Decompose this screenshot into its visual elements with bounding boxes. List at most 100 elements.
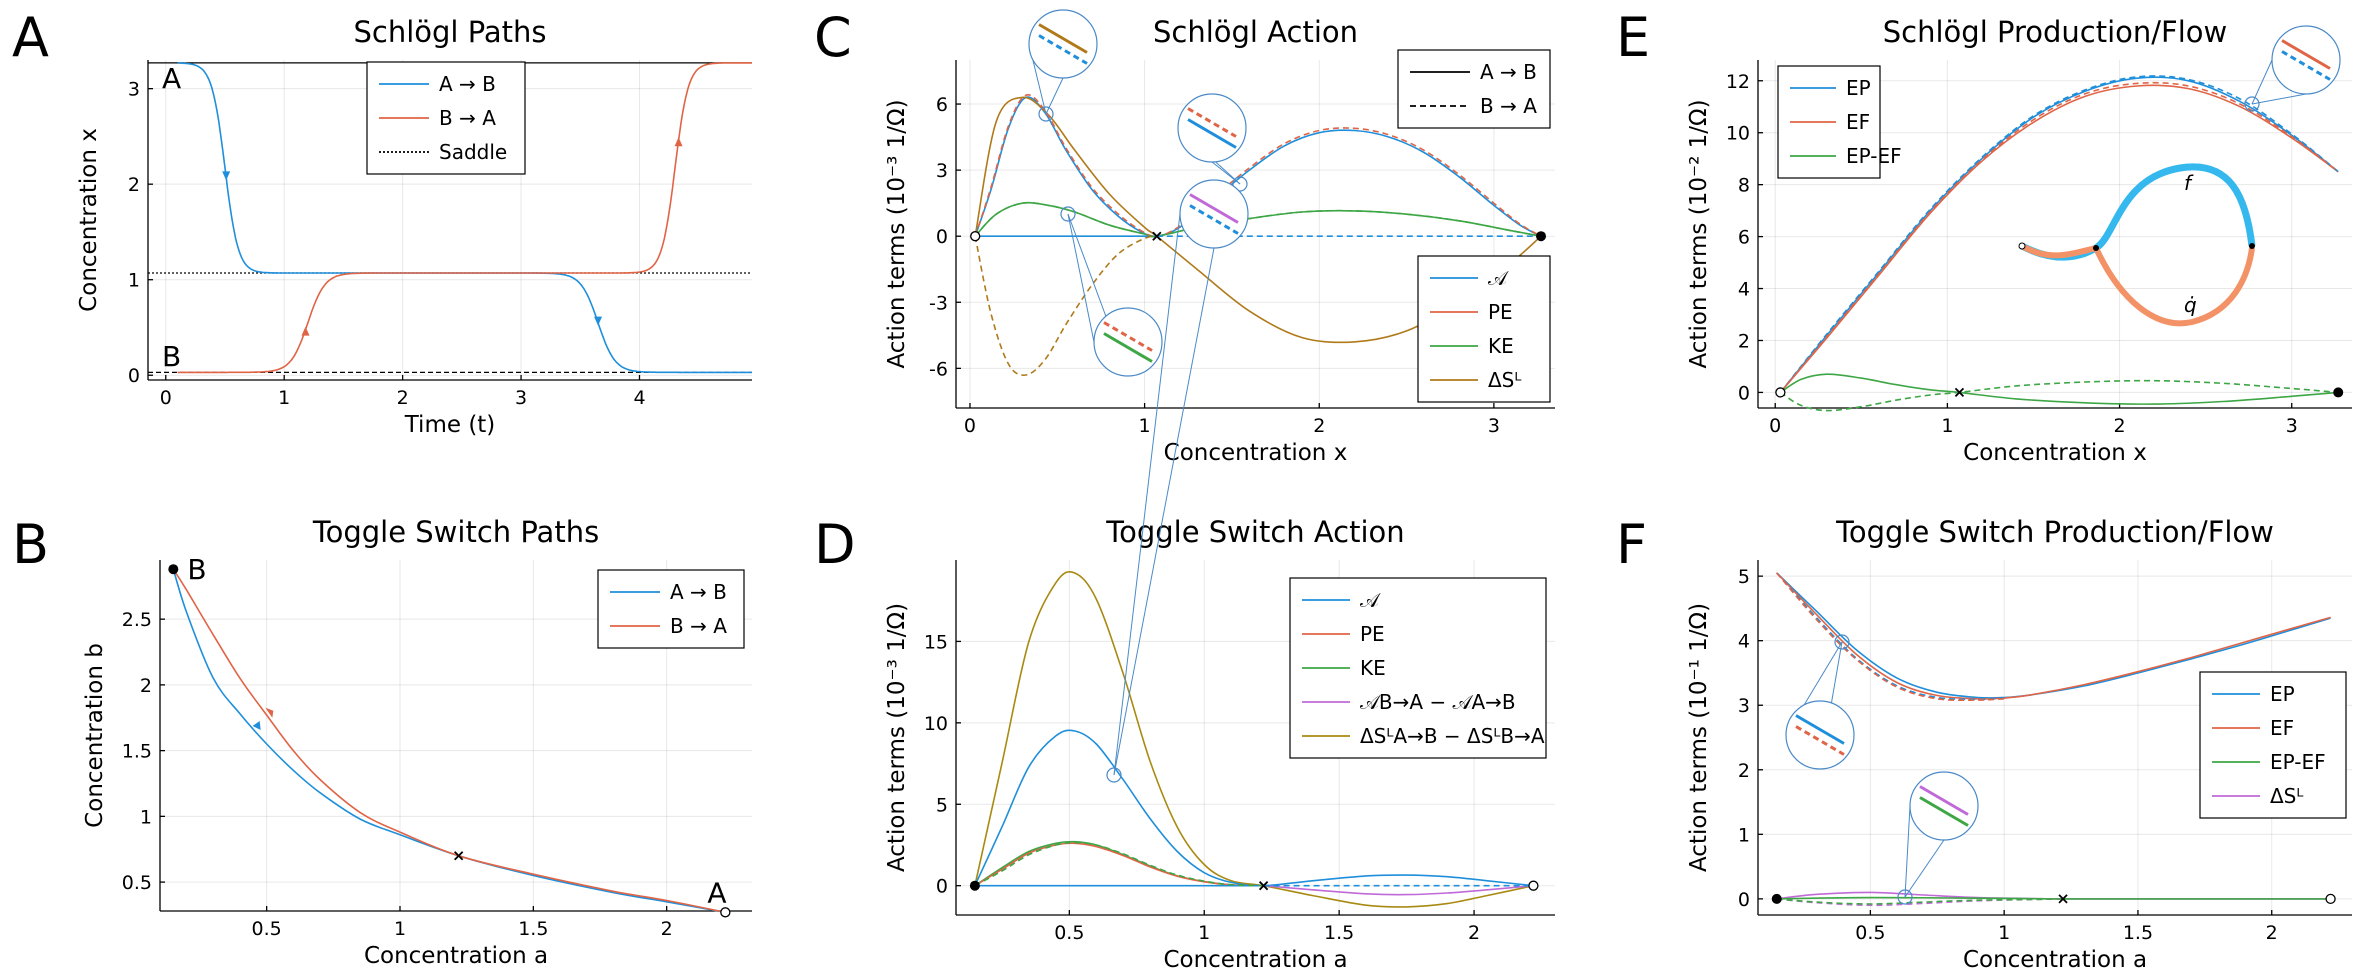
callout-line [1045,77,1064,115]
legend-frame [1417,255,1551,403]
callout-target [2244,96,2260,112]
callout-line [2251,59,2273,105]
legend-label: B → A [670,614,727,638]
end-point-marker [1536,231,1547,242]
state-label: A [707,876,726,909]
panel-letter: E [1616,6,1650,69]
y-tick-label: 0 [128,365,140,387]
inset-label: f [2184,171,2194,195]
series-line [974,570,1534,908]
x-tick-label: 1.5 [518,918,548,940]
callout-curve [1187,118,1237,149]
x-tick-label: 2 [1468,922,1480,944]
y-tick-label: 0 [1738,889,1750,911]
start-point-marker [1775,387,1786,398]
chart-title: Schlögl Action [1153,15,1358,49]
start-point-marker [2325,893,2336,905]
start-point-marker [1528,880,1539,891]
x-tick-label: 2 [661,918,673,940]
x-tick-label: 2 [1313,415,1325,437]
chart-title: Toggle Switch Action [1105,515,1404,549]
y-tick-label: 6 [1738,227,1750,249]
legend-label: EP-EF [1846,144,1902,168]
legend-frame [1397,49,1551,129]
panel-letter: F [1616,513,1647,576]
direction-arrow [674,137,683,147]
y-tick-label: 10 [924,713,948,735]
x-tick-label: 1 [394,918,406,940]
x-tick-label: 1 [1198,922,1210,944]
y-axis-label: Concentration x [76,128,102,312]
zoom-callout [1897,771,1979,905]
y-axis-label: Action terms (10⁻³ 1/Ω) [884,99,910,368]
series-line [172,568,726,914]
y-tick-label: 2 [128,174,140,196]
legend: 𝒜 PE KE ΔSᴸ [1417,255,1551,403]
y-tick-label: 5 [1738,566,1750,588]
callout-line [1904,805,1911,898]
callout-curve [1919,785,1969,816]
y-tick-label: 6 [936,94,948,116]
y-tick-label: 1 [128,270,140,292]
x-axis-label: Concentration a [1963,947,2147,973]
callout-curve [1795,714,1845,745]
y-tick-label: 2.5 [122,609,152,631]
callout-lens [1785,700,1855,770]
legend-label: EF [2270,716,2294,740]
inset-q-curve [2093,246,2255,327]
y-tick-label: 0 [936,876,948,898]
inset-diagram: f q̇ [2018,163,2256,327]
start-point-marker [720,907,731,918]
callout-target [1060,206,1076,222]
callout-target [1834,634,1850,650]
y-tick-label: 0 [936,226,948,248]
series-line [1779,81,2339,393]
y-tick-label: 10 [1726,123,1750,145]
x-axis-label: Concentration x [1164,440,1348,466]
chart-panel-a: A Schlögl Paths 0 1 2 3 4 0 1 2 3 Time (t) Concentra… [12,6,752,438]
callout-curve [1038,23,1088,54]
legend-label: B → A [439,106,496,130]
legend-label: 𝒜 [1360,588,1381,612]
saddle-marker [1152,231,1162,241]
inset-marker [2093,245,2099,251]
zoom-callout [1177,93,1248,192]
series-line [974,729,1534,887]
x-tick-label: 1 [1139,415,1151,437]
chart-panel-d: D Toggle Switch Action 0.5 1 1.5 2 0 5 10 15 Conce… [814,513,1555,973]
x-tick-label: 4 [633,387,645,409]
legend-label: ΔSᴸ [1488,368,1521,392]
x-tick-label: 0 [160,387,172,409]
x-tick-label: 2 [2266,922,2278,944]
legend-label: A → B [670,580,727,604]
x-tick-label: 1.5 [2123,922,2153,944]
y-tick-label: 2 [1738,330,1750,352]
saddle-marker [2058,894,2068,904]
legend-label: EP [2270,682,2295,706]
y-tick-label: 2 [140,675,152,697]
end-point-marker [168,564,179,575]
series-line [1779,373,2339,405]
y-tick-label: 1 [1738,824,1750,846]
legend: A → B B → A Saddle [366,61,526,175]
legend-label: Saddle [439,140,507,164]
callout-lens [1093,307,1163,377]
callout-target [1897,889,1913,905]
zoom-callout [1060,206,1163,377]
x-axis-label: Time (t) [404,412,496,438]
y-tick-label: 3 [1738,695,1750,717]
x-tick-label: 3 [1488,415,1500,437]
zoom-callout [1785,634,1855,770]
state-label: B [187,553,206,586]
legend-label: A → B [1480,60,1537,84]
panel-letter: C [814,6,852,69]
legend-label: EP [1846,76,1871,100]
inset-marker [2018,242,2026,250]
callout-target [1232,176,1248,192]
x-tick-label: 1.5 [1324,922,1354,944]
y-tick-label: 5 [936,794,948,816]
panel-letter: A [12,6,49,69]
legend-label: ΔSᴸ [2270,784,2303,808]
